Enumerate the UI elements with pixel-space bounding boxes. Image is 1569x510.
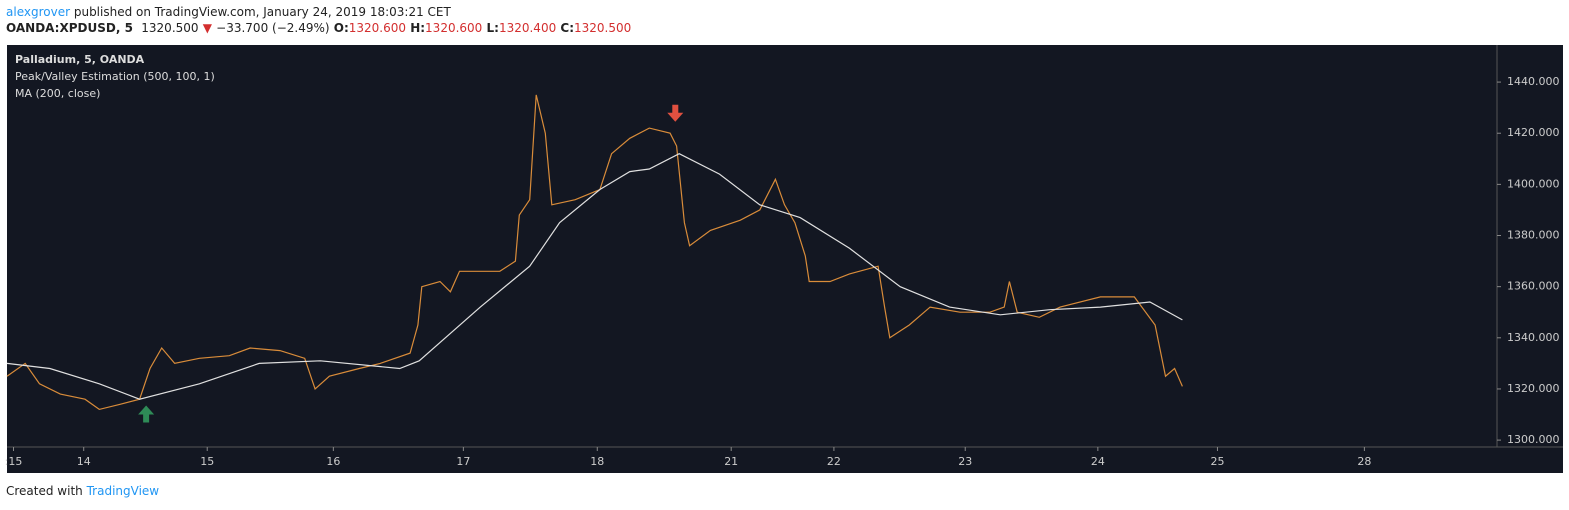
- series-line: [6, 94, 1183, 411]
- chart-bg: [7, 45, 1563, 473]
- arrow: ▼: [202, 21, 212, 35]
- x-tick-label: 22: [827, 455, 841, 468]
- created: Created with: [6, 484, 83, 498]
- x-tick-label: 14: [77, 455, 91, 468]
- x-tick-label: 28: [1357, 455, 1371, 468]
- y-tick-label: 1320.000: [1507, 382, 1560, 395]
- chart: Palladium, 5, OANDA Peak/Valley Estimati…: [5, 45, 1563, 473]
- x-tick-label: :15: [5, 455, 23, 468]
- l: 1320.400: [498, 21, 557, 35]
- y-tick-label: 1340.000: [1507, 331, 1560, 344]
- l-label: L:: [486, 21, 499, 35]
- published: published on TradingView.com, January 24…: [73, 5, 451, 19]
- y-tick-label: 1400.000: [1507, 177, 1560, 190]
- y-tick-label: 1300.000: [1507, 433, 1560, 446]
- h: 1320.600: [425, 21, 483, 35]
- legend-indicator: Peak/Valley Estimation (500, 100, 1): [15, 70, 215, 83]
- y-tick-label: 1420.000: [1507, 126, 1560, 139]
- x-tick-label: 15: [200, 455, 214, 468]
- legend-ma: MA (200, close): [15, 87, 100, 100]
- change: −33.700 (−2.49%): [216, 21, 330, 35]
- symbol: OANDA:XPDUSD, 5: [6, 21, 133, 35]
- x-tick-label: 23: [958, 455, 972, 468]
- x-tick-label: 16: [326, 455, 340, 468]
- c-label: C:: [560, 21, 575, 35]
- y-tick-label: 1440.000: [1507, 75, 1560, 88]
- signal-arrow: [138, 405, 155, 423]
- y-tick-label: 1380.000: [1507, 229, 1560, 242]
- x-tick-label: 25: [1210, 455, 1224, 468]
- signal-arrow: [667, 104, 684, 122]
- h-label: H:: [410, 21, 426, 35]
- x-tick-label: 24: [1091, 455, 1105, 468]
- o-label: O:: [333, 21, 349, 35]
- last: 1320.500: [141, 21, 199, 35]
- x-tick-label: 18: [590, 455, 604, 468]
- footer: Created with TradingView: [6, 484, 159, 498]
- symbol-line: OANDA:XPDUSD, 5 1320.500 ▼ −33.700 (−2.4…: [6, 21, 631, 35]
- series-line: [6, 153, 1183, 400]
- x-tick-label: 21: [724, 455, 738, 468]
- x-tick-label: 17: [456, 455, 470, 468]
- c: 1320.500: [574, 21, 632, 35]
- brand[interactable]: TradingView: [86, 484, 160, 498]
- legend-symbol: Palladium, 5, OANDA: [15, 53, 145, 66]
- o: 1320.600: [348, 21, 407, 35]
- author[interactable]: alexgrover: [6, 5, 71, 19]
- publish-line: alexgrover published on TradingView.com,…: [6, 5, 451, 19]
- y-tick-label: 1360.000: [1507, 280, 1560, 293]
